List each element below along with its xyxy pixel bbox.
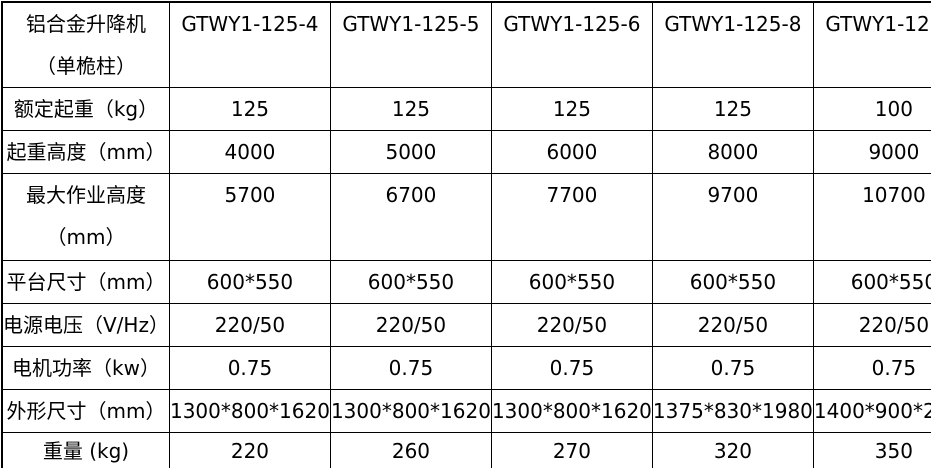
product-title-line1: 铝合金升降机 (25, 12, 146, 36)
value-cell: 220/50 (812, 303, 931, 347)
value-cell: 4000 (168, 130, 331, 174)
value-cell: 220 (168, 432, 331, 468)
value-cell: 350 (812, 432, 931, 468)
table-row-rated-load: 额定起重（kg） 125 125 125 125 100 (1, 87, 931, 131)
row-label-cell: 外形尺寸（mm） (1, 389, 170, 433)
value-cell: 125 (490, 87, 653, 131)
table-row-platform-size: 平台尺寸（mm） 600*550 600*550 600*550 600*550… (1, 260, 931, 304)
row-label-cell: 起重高度（mm） (1, 130, 170, 174)
corner-header-cell: 铝合金升降机 （单桅柱） (1, 1, 170, 88)
value-cell: 1300*800*1620 (490, 389, 653, 433)
row-label-cell: 重量 (kg) (1, 432, 170, 468)
value-cell: 0.75 (490, 346, 653, 390)
value-cell: 1300*800*1620 (168, 389, 331, 433)
value-cell: 6000 (490, 130, 653, 174)
row-label-cell: 最大作业高度 （mm） (1, 173, 170, 261)
value-cell: 600*550 (812, 260, 931, 304)
table-row-max-working-height: 最大作业高度 （mm） 5700 6700 7700 9700 10700 (1, 173, 931, 261)
value-cell: 5000 (329, 130, 492, 174)
product-title-line2: （单桅柱） (35, 54, 136, 78)
value-cell: 9700 (651, 173, 814, 261)
model-header-cell: GTWY1-125-6 (490, 1, 653, 88)
value-cell: 1300*800*1620 (329, 389, 492, 433)
value-cell: 320 (651, 432, 814, 468)
header-row: 铝合金升降机 （单桅柱） GTWY1-125-4 GTWY1-125-5 GTW… (1, 1, 931, 88)
value-cell: 8000 (651, 130, 814, 174)
value-cell: 220/50 (490, 303, 653, 347)
value-cell: 220/50 (651, 303, 814, 347)
value-cell: 600*550 (168, 260, 331, 304)
value-cell: 125 (329, 87, 492, 131)
model-header-cell: GTWY1-125-9 (812, 1, 931, 88)
value-cell: 600*550 (490, 260, 653, 304)
value-cell: 600*550 (329, 260, 492, 304)
value-cell: 260 (329, 432, 492, 468)
value-cell: 9000 (812, 130, 931, 174)
value-cell: 7700 (490, 173, 653, 261)
value-cell: 0.75 (329, 346, 492, 390)
model-header-cell: GTWY1-125-8 (651, 1, 814, 88)
value-cell: 0.75 (168, 346, 331, 390)
model-header-cell: GTWY1-125-5 (329, 1, 492, 88)
value-cell: 100 (812, 87, 931, 131)
row-label-cell: 平台尺寸（mm） (1, 260, 170, 304)
row-label-cell: 电机功率（kw） (1, 346, 170, 390)
value-cell: 0.75 (812, 346, 931, 390)
row-label-line2: （mm） (46, 225, 126, 249)
value-cell: 5700 (168, 173, 331, 261)
value-cell: 220/50 (168, 303, 331, 347)
row-label-cell: 额定起重（kg） (1, 87, 170, 131)
value-cell: 1400*900*2000 (812, 389, 931, 433)
value-cell: 125 (168, 87, 331, 131)
table-row-weight: 重量 (kg) 220 260 270 320 350 (1, 432, 931, 468)
value-cell: 125 (651, 87, 814, 131)
table-row-power-voltage: 电源电压（V/Hz） 220/50 220/50 220/50 220/50 2… (1, 303, 931, 347)
row-label-line1: 最大作业高度 (25, 183, 146, 207)
value-cell: 0.75 (651, 346, 814, 390)
value-cell: 6700 (329, 173, 492, 261)
value-cell: 600*550 (651, 260, 814, 304)
table-row-motor-power: 电机功率（kw） 0.75 0.75 0.75 0.75 0.75 (1, 346, 931, 390)
row-label-cell: 电源电压（V/Hz） (1, 303, 170, 347)
table-row-overall-dimensions: 外形尺寸（mm） 1300*800*1620 1300*800*1620 130… (1, 389, 931, 433)
value-cell: 1375*830*1980 (651, 389, 814, 433)
value-cell: 270 (490, 432, 653, 468)
value-cell: 220/50 (329, 303, 492, 347)
table-row-lifting-height: 起重高度（mm） 4000 5000 6000 8000 9000 (1, 130, 931, 174)
value-cell: 10700 (812, 173, 931, 261)
model-header-cell: GTWY1-125-4 (168, 1, 331, 88)
